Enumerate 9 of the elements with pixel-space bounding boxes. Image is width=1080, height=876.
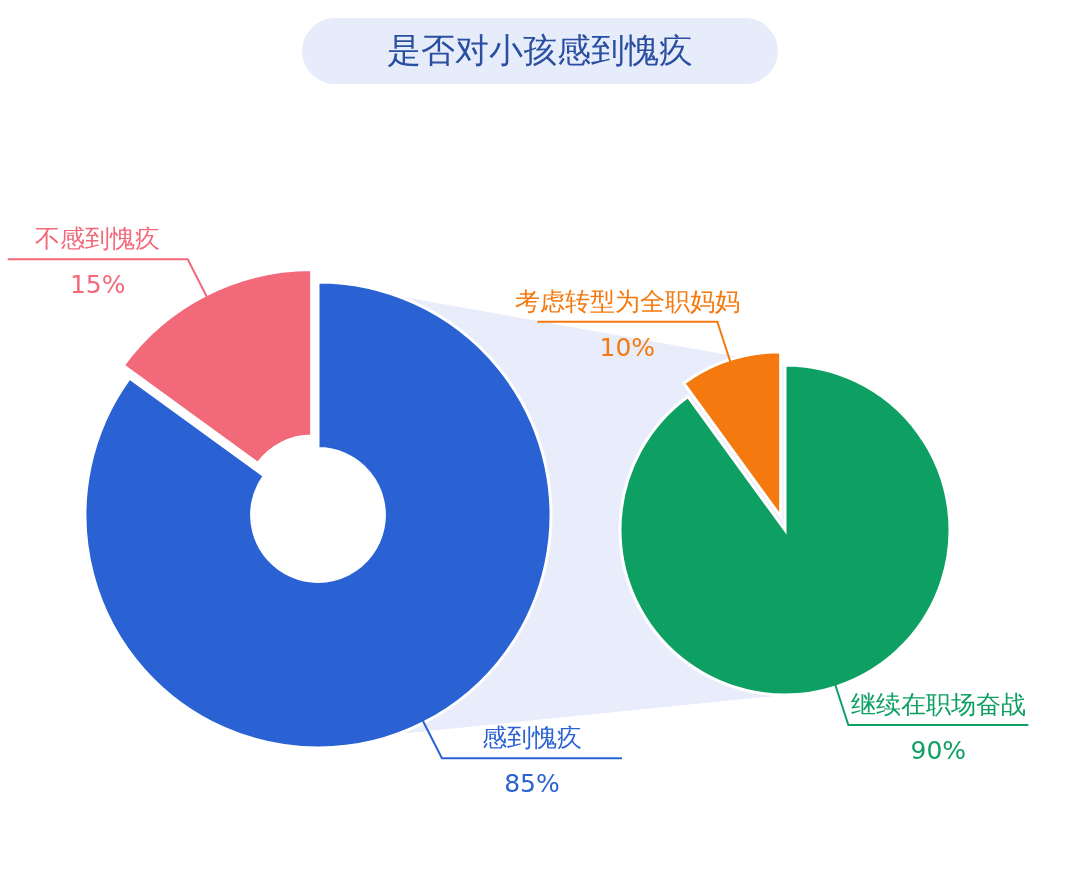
- data-label: 90%: [910, 735, 967, 765]
- slice-label: 感到愧疚: [481, 723, 582, 753]
- data-label: 10%: [599, 332, 656, 362]
- slice-label: 考虑转型为全职妈妈: [514, 286, 740, 316]
- data-label: 15%: [69, 270, 126, 300]
- slice-label: 不感到愧疚: [35, 224, 161, 254]
- chart-title: 是否对小孩感到愧疚: [387, 30, 693, 70]
- slice-label: 继续在职场奋战: [850, 689, 1026, 719]
- data-label: 85%: [504, 769, 560, 799]
